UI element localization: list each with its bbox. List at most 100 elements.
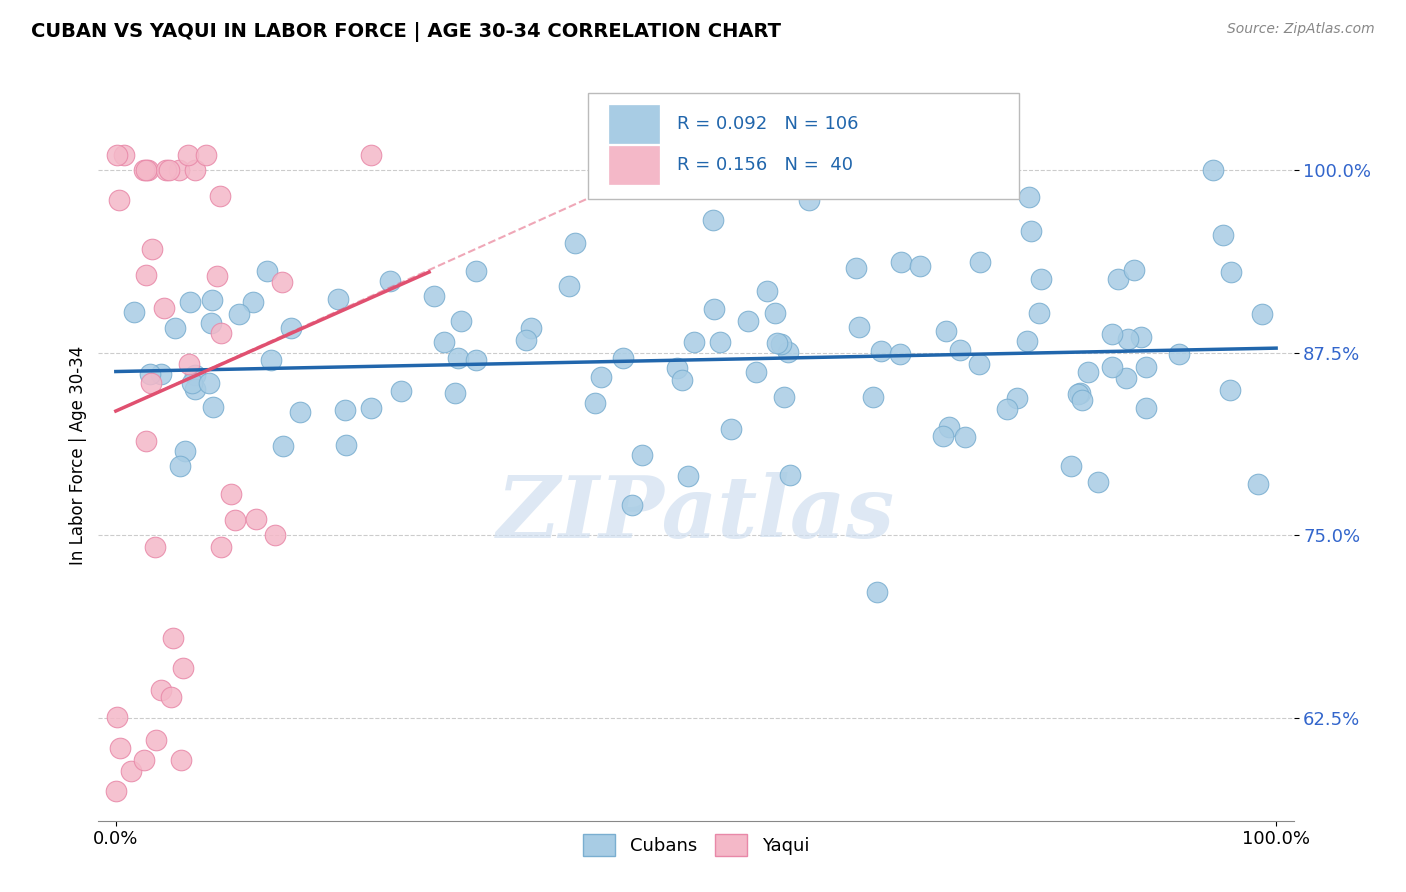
Point [141, 242, 163, 256]
Point [162, 631, 184, 645]
Point [932, 429, 955, 443]
Point [967, 357, 990, 371]
Point [1077, 365, 1099, 379]
Point [165, 321, 187, 335]
Point [149, 683, 172, 698]
Point [520, 320, 543, 334]
Point [770, 337, 793, 351]
Point [515, 333, 537, 347]
Point [1015, 334, 1038, 348]
Point [908, 259, 931, 273]
Point [1019, 224, 1042, 238]
Point [558, 278, 581, 293]
Point [105, 148, 128, 162]
Point [181, 376, 204, 390]
Y-axis label: In Labor Force | Age 30-34: In Labor Force | Age 30-34 [69, 345, 87, 565]
Point [184, 162, 207, 177]
Point [174, 444, 197, 458]
Point [702, 213, 724, 227]
Point [143, 540, 166, 554]
Point [326, 292, 349, 306]
Point [1060, 459, 1083, 474]
Point [1067, 386, 1090, 401]
Point [422, 289, 444, 303]
Point [1219, 383, 1241, 397]
Point [139, 376, 162, 390]
Point [591, 369, 613, 384]
Text: R = 0.156   N =  40: R = 0.156 N = 40 [676, 156, 853, 174]
Point [271, 439, 294, 453]
Point [228, 307, 250, 321]
Point [935, 324, 957, 338]
Text: CUBAN VS YAQUI IN LABOR FORCE | AGE 30-34 CORRELATION CHART: CUBAN VS YAQUI IN LABOR FORCE | AGE 30-3… [31, 22, 780, 42]
Point [209, 540, 232, 554]
Point [720, 422, 742, 436]
Point [132, 162, 155, 177]
Point [201, 400, 224, 414]
Point [844, 260, 866, 275]
Point [797, 193, 820, 207]
Point [444, 386, 467, 401]
Point [938, 419, 960, 434]
Point [450, 314, 472, 328]
Point [172, 661, 194, 675]
Point [183, 368, 205, 383]
FancyBboxPatch shape [589, 93, 1019, 199]
Text: R = 0.092   N = 106: R = 0.092 N = 106 [676, 114, 858, 133]
Point [676, 469, 699, 483]
Point [107, 193, 129, 207]
Point [209, 326, 232, 341]
Text: ZIPatlas: ZIPatlas [496, 472, 896, 555]
Point [564, 235, 586, 250]
Point [869, 344, 891, 359]
Point [447, 351, 470, 365]
Point [1122, 263, 1144, 277]
Point [145, 733, 167, 747]
Point [1029, 272, 1052, 286]
Point [195, 148, 218, 162]
Point [378, 274, 401, 288]
Point [260, 353, 283, 368]
Point [112, 148, 135, 162]
Point [682, 334, 704, 349]
Point [208, 188, 231, 202]
Point [155, 162, 177, 177]
Point [779, 468, 801, 483]
Point [631, 448, 654, 462]
Point [433, 334, 456, 349]
Point [389, 384, 412, 399]
Point [1212, 227, 1234, 242]
Point [1135, 401, 1157, 415]
Point [1007, 391, 1029, 405]
Point [1135, 359, 1157, 374]
Point [1101, 359, 1123, 374]
Point [264, 527, 287, 541]
Point [583, 396, 606, 410]
Point [889, 347, 911, 361]
Point [612, 351, 634, 366]
Point [333, 403, 356, 417]
Point [862, 390, 884, 404]
Point [219, 487, 242, 501]
Point [245, 511, 267, 525]
Point [120, 764, 142, 779]
Point [745, 365, 768, 379]
Point [135, 162, 157, 177]
Point [465, 352, 488, 367]
Point [1028, 306, 1050, 320]
Point [890, 254, 912, 268]
Point [170, 753, 193, 767]
Point [1115, 371, 1137, 385]
Point [179, 294, 201, 309]
Point [152, 301, 174, 315]
Point [1130, 329, 1153, 343]
Point [969, 254, 991, 268]
Point [763, 306, 786, 320]
Point [866, 584, 889, 599]
Point [737, 314, 759, 328]
Point [756, 284, 779, 298]
Point [772, 390, 794, 404]
Bar [609, 104, 659, 143]
Point [1071, 392, 1094, 407]
Point [207, 269, 229, 284]
